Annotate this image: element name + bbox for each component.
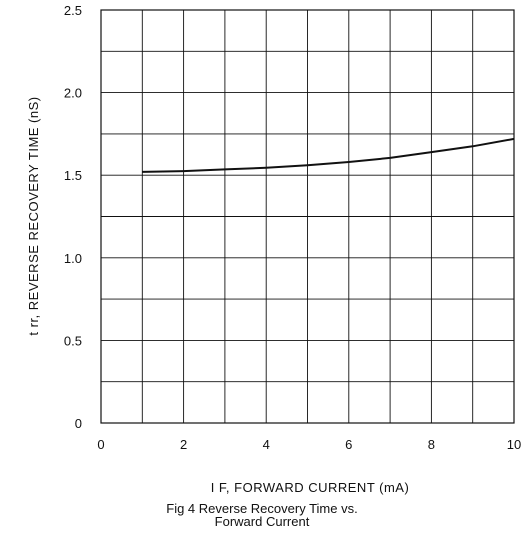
y-tick-labels: 0 0.5 1.0 1.5 2.0 2.5 <box>64 3 82 431</box>
y-tick-label: 1.0 <box>64 251 82 266</box>
grid <box>101 10 514 423</box>
x-tick-label: 0 <box>97 437 104 452</box>
y-tick-label: 1.5 <box>64 168 82 183</box>
y-tick-label: 0.5 <box>64 333 82 348</box>
x-tick-label: 8 <box>428 437 435 452</box>
x-tick-labels: 0 2 4 6 8 10 <box>97 437 521 452</box>
x-tick-label: 6 <box>345 437 352 452</box>
figure-caption-line-1: Fig 4 Reverse Recovery Time vs. <box>166 501 358 516</box>
y-tick-label: 2.5 <box>64 3 82 18</box>
x-axis-label: I F, FORWARD CURRENT (mA) <box>211 480 410 495</box>
y-tick-label: 0 <box>75 416 82 431</box>
y-axis-label: t rr, REVERSE RECOVERY TIME (nS) <box>26 96 41 335</box>
x-tick-label: 2 <box>180 437 187 452</box>
x-tick-label: 4 <box>263 437 270 452</box>
y-tick-label: 2.0 <box>64 86 82 101</box>
plot-frame <box>100 9 515 424</box>
figure-caption-line-2: Forward Current <box>214 514 310 529</box>
series-line <box>142 137 515 173</box>
x-tick-label: 10 <box>507 437 521 452</box>
